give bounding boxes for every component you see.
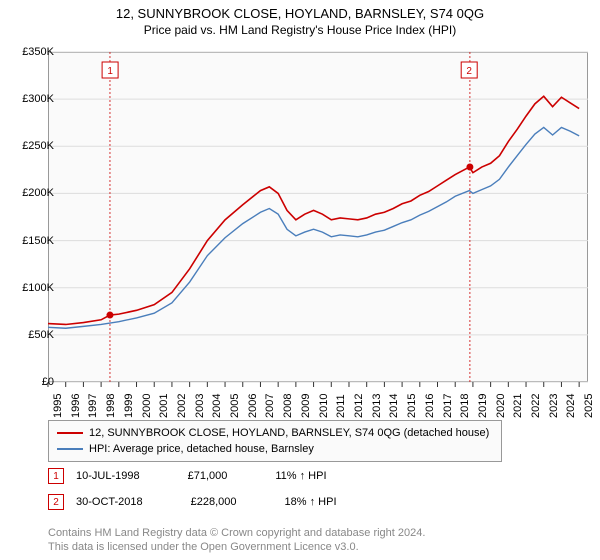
footer-line: Contains HM Land Registry data © Crown c… [48, 526, 425, 540]
y-axis-tick-label: £250K [22, 140, 54, 152]
marker-badge-on-chart: 2 [461, 62, 477, 78]
x-axis-tick-label: 2019 [477, 394, 489, 418]
x-axis-tick-label: 2003 [194, 394, 206, 418]
chart-subtitle: Price paid vs. HM Land Registry's House … [0, 23, 600, 37]
x-axis-tick-label: 2022 [530, 394, 542, 418]
legend-label: 12, SUNNYBROOK CLOSE, HOYLAND, BARNSLEY,… [89, 425, 489, 441]
x-axis-tick-label: 2021 [512, 394, 524, 418]
transaction-delta: 18% ↑ HPI [285, 496, 337, 508]
x-axis-tick-label: 2004 [211, 394, 223, 418]
y-axis-tick-label: £200K [22, 187, 54, 199]
legend-swatch [57, 448, 83, 450]
transaction-row: 2 30-OCT-2018 £228,000 18% ↑ HPI [48, 494, 337, 510]
svg-text:1: 1 [107, 66, 113, 77]
x-axis-tick-label: 2016 [424, 394, 436, 418]
series-line [48, 96, 579, 324]
x-axis-tick-label: 1996 [70, 394, 82, 418]
svg-text:2: 2 [466, 66, 472, 77]
x-axis-tick-label: 2024 [565, 394, 577, 418]
x-axis-tick-label: 1998 [105, 394, 117, 418]
x-axis-tick-label: 1997 [87, 394, 99, 418]
legend-label: HPI: Average price, detached house, Barn… [89, 441, 314, 457]
x-axis-tick-label: 1999 [123, 394, 135, 418]
x-axis-tick-label: 2011 [335, 394, 347, 418]
x-axis-tick-label: 2017 [442, 394, 454, 418]
chart-container: 12, SUNNYBROOK CLOSE, HOYLAND, BARNSLEY,… [0, 0, 600, 560]
x-axis-tick-label: 2013 [371, 394, 383, 418]
x-axis-tick-label: 2010 [318, 394, 330, 418]
marker-badge: 1 [48, 468, 64, 484]
x-axis-tick-label: 1995 [52, 394, 64, 418]
footer: Contains HM Land Registry data © Crown c… [48, 526, 425, 554]
x-axis-tick-label: 2018 [459, 394, 471, 418]
x-axis-tick-label: 2002 [176, 394, 188, 418]
y-axis-tick-label: £350K [22, 46, 54, 58]
chart-title: 12, SUNNYBROOK CLOSE, HOYLAND, BARNSLEY,… [0, 6, 600, 21]
transaction-price: £228,000 [191, 496, 237, 508]
x-axis-tick-label: 2020 [495, 394, 507, 418]
transaction-date: 30-OCT-2018 [76, 496, 143, 508]
transaction-price: £71,000 [188, 470, 228, 482]
y-axis-tick-label: £100K [22, 282, 54, 294]
x-axis-tick-label: 2001 [158, 394, 170, 418]
x-axis-tick-label: 2005 [229, 394, 241, 418]
x-axis-tick-label: 2008 [282, 394, 294, 418]
chart-area: 12 [48, 52, 588, 382]
legend-item: 12, SUNNYBROOK CLOSE, HOYLAND, BARNSLEY,… [57, 425, 493, 441]
y-axis-tick-label: £0 [42, 376, 54, 388]
footer-line: This data is licensed under the Open Gov… [48, 540, 425, 554]
x-axis-tick-label: 2023 [548, 394, 560, 418]
title-area: 12, SUNNYBROOK CLOSE, HOYLAND, BARNSLEY,… [0, 0, 600, 39]
x-axis-tick-label: 2006 [247, 394, 259, 418]
y-axis-tick-label: £300K [22, 93, 54, 105]
marker-dot [106, 312, 113, 319]
transaction-date: 10-JUL-1998 [76, 470, 140, 482]
legend: 12, SUNNYBROOK CLOSE, HOYLAND, BARNSLEY,… [48, 420, 502, 462]
legend-swatch [57, 432, 83, 434]
x-axis-tick-label: 2009 [300, 394, 312, 418]
series-line [48, 127, 579, 328]
x-axis-tick-label: 2012 [353, 394, 365, 418]
legend-item: HPI: Average price, detached house, Barn… [57, 441, 493, 457]
marker-badge-on-chart: 1 [102, 62, 118, 78]
x-axis-tick-label: 2014 [388, 394, 400, 418]
marker-dot [466, 164, 473, 171]
x-axis-tick-label: 2015 [406, 394, 418, 418]
y-axis-tick-label: £50K [28, 329, 54, 341]
marker-badge: 2 [48, 494, 64, 510]
x-axis-tick-label: 2025 [583, 394, 595, 418]
transaction-row: 1 10-JUL-1998 £71,000 11% ↑ HPI [48, 468, 327, 484]
transaction-delta: 11% ↑ HPI [275, 470, 326, 482]
x-axis-tick-label: 2007 [264, 394, 276, 418]
y-axis-tick-label: £150K [22, 235, 54, 247]
chart-svg: 12 [48, 52, 588, 382]
x-axis-tick-label: 2000 [141, 394, 153, 418]
